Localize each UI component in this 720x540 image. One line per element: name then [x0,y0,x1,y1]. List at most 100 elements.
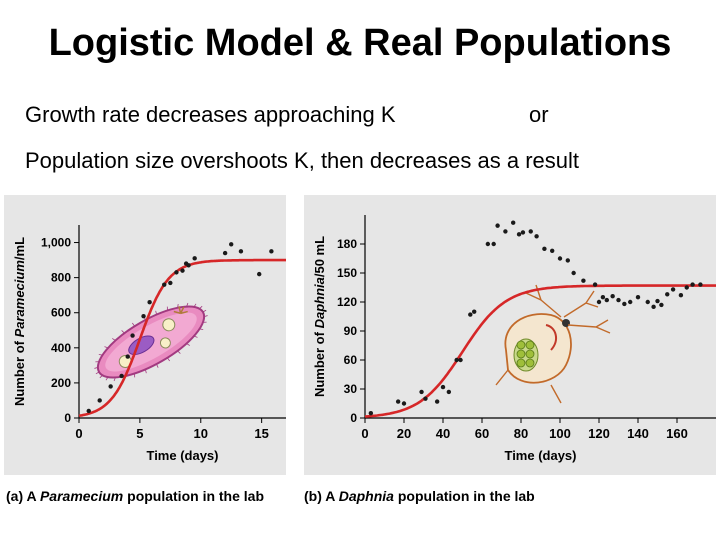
caption-b-prefix: (b) A [304,488,335,504]
caption-a-prefix: (a) A [6,488,37,504]
data-point [604,297,609,303]
cilia [95,361,100,363]
data-point [511,220,516,225]
y-tick-label: 800 [51,271,71,285]
data-point [592,282,598,287]
paramecium-chart-panel: 0 200 400 600 800 1,000 0 5 10 15 Time (days) Numbe… [4,195,286,475]
y-tick-label: 120 [337,295,357,309]
vacuole [159,337,171,349]
y-axis-label-suffix: /mL [12,237,27,260]
data-point [600,294,606,300]
data-point [645,299,650,305]
data-point [659,302,664,308]
cilia [104,346,109,349]
data-point [550,248,555,253]
data-point [168,280,173,286]
caption-daphnia: (b) A Daphnia population in the lab [304,488,535,504]
cilia [177,350,181,354]
data-point [257,271,262,277]
daphnia-chart: 0 30 60 90 120 150 180 0 20 40 60 80 100 120 140 160 Tim… [312,215,716,463]
y-axis-label-suffix: /50 mL [312,236,327,277]
data-point [423,396,428,401]
y-tick-label: 600 [51,306,71,320]
y-axis-label: Number of Daphnia/50 mL [312,236,327,397]
data-point [222,250,228,256]
data-point [678,293,684,298]
data-point [665,292,670,297]
cilia [193,303,197,308]
x-tick-label: 5 [136,426,143,441]
data-point [454,357,459,363]
caption-a-suffix: population in the lab [127,488,265,504]
cilia [98,354,103,356]
data-point [440,384,446,390]
x-tick-label: 80 [514,426,528,441]
cilia [113,377,116,382]
vacuole [162,318,176,332]
eye [562,319,570,327]
y-tick-label: 30 [344,382,358,396]
x-tick-label: 20 [397,426,411,441]
data-point [495,223,500,228]
data-point [86,408,91,414]
data-point [141,314,146,319]
y-tick-label: 180 [337,237,357,251]
cilia [121,330,125,334]
egg [516,349,526,359]
data-point [401,401,407,406]
y-axis-label-species: Daphnia [312,277,327,328]
statement-or: or [529,102,549,127]
y-tick-label: 400 [51,341,71,355]
logistic-curve [78,258,286,418]
x-axis-label: Time (days) [504,448,576,463]
x-tick-label: 60 [475,426,489,441]
caption-a-species: Paramecium [39,488,124,504]
data-point [119,373,124,379]
x-tick-label: 120 [588,426,610,441]
slide-title: Logistic Model & Real Populations [48,22,672,64]
cilia [186,343,190,346]
y-axis-label-species: Paramecium [12,260,27,338]
y-tick-label: 0 [350,411,357,425]
x-tick-label: 10 [194,426,208,441]
data-point [472,309,477,314]
data-point [491,241,496,247]
data-point [147,300,152,305]
data-point [698,282,703,287]
egg [525,340,535,350]
y-tick-label: 0 [64,411,71,425]
y-tick-label: 60 [344,353,358,367]
data-point [516,232,522,237]
data-point [238,249,244,254]
data-point [520,230,526,235]
data-point [503,229,508,234]
statement-growth-rate: Growth rate decreases approaching K [25,102,396,127]
caption-b-suffix: population in the lab [397,488,535,504]
data-point [229,242,234,247]
data-point [651,304,656,310]
y-axis-label-prefix: Number of [312,328,327,397]
daphnia-illustration [495,284,611,404]
data-point [485,241,491,247]
data-point [571,270,576,276]
cilia [193,335,198,338]
cilia [132,322,135,327]
antennae [525,284,611,334]
paramecium-chart: 0 200 400 600 800 1,000 0 5 10 15 Time (days) Numbe… [12,225,286,463]
spine [495,369,562,404]
data-point [542,246,547,252]
egg [525,349,535,359]
gut [545,324,558,351]
data-point [534,234,539,239]
data-point [395,399,401,404]
data-point [434,399,440,404]
data-point [565,258,570,263]
data-point [162,282,167,287]
data-point [97,398,102,403]
data-point [670,287,676,292]
data-point [557,256,563,261]
cilia [105,376,109,381]
x-tick-label: 140 [627,426,649,441]
x-axis-label: Time (days) [146,448,218,463]
contractile-vacuole [173,306,188,315]
